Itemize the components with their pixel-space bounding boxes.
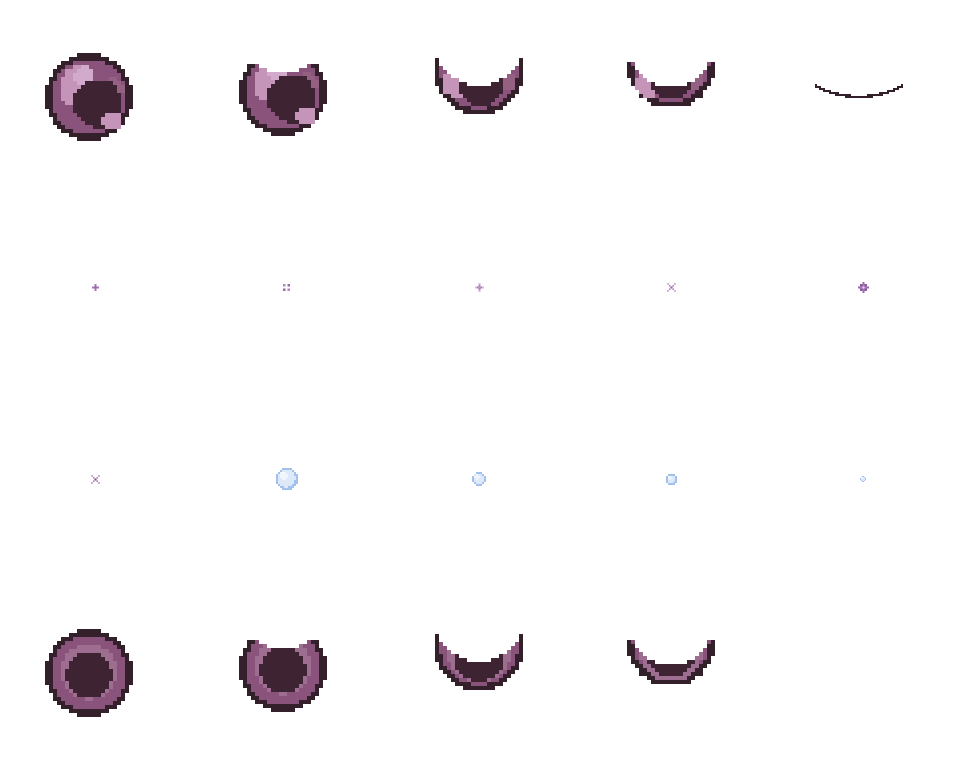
eye-blink2-plain-icon: [431, 634, 527, 698]
sparkle-plus-small-icon: [92, 284, 99, 291]
eye-open-plain-icon: [45, 629, 133, 717]
sparkle-x-fade-icon: [667, 283, 676, 292]
sparkle-x-small-icon: [283, 284, 290, 291]
eye-blink3-highlight-icon: [623, 62, 719, 110]
bubble-medium-icon: [472, 472, 486, 486]
eye-blink2-highlight-icon: [431, 58, 527, 122]
sparkle-x-large-icon: [91, 475, 100, 484]
eye-blink3-plain-icon: [623, 640, 719, 688]
sparkle-plus-fade-icon: [475, 283, 484, 292]
eye-open-highlight-icon: [45, 53, 133, 141]
eye-blink1-highlight-icon: [239, 48, 327, 136]
eye-closed-icon: [815, 84, 903, 100]
sparkle-star-icon: [858, 282, 869, 293]
eye-blink1-plain-icon: [239, 624, 327, 712]
bubble-small-icon: [666, 474, 677, 485]
bubble-tiny-icon: [860, 476, 866, 482]
bubble-large-icon: [276, 468, 298, 490]
